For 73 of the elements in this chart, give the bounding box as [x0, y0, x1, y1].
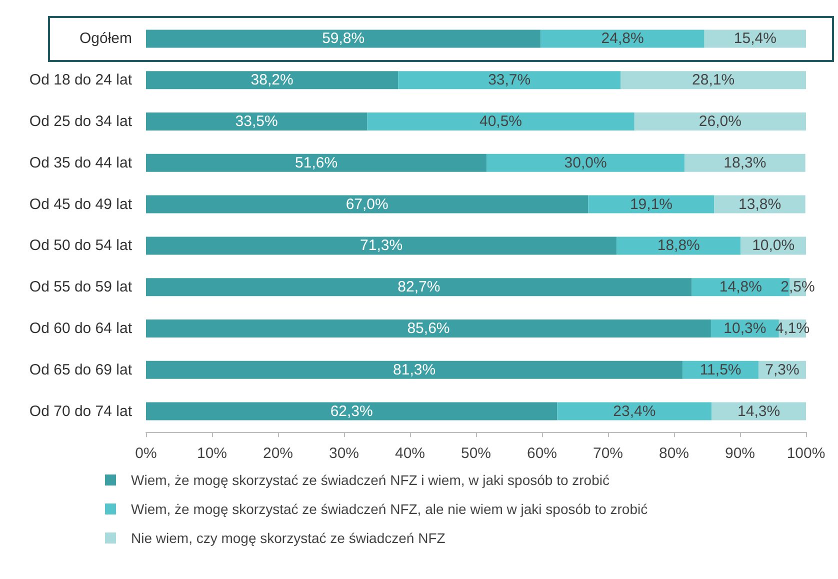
data-label: 14,8% [719, 278, 762, 296]
bar [557, 402, 712, 420]
data-label: 30,0% [564, 154, 607, 172]
bar [540, 30, 704, 48]
y-tick-label: Od 50 do 54 lat [29, 237, 133, 254]
data-label: 81,3% [393, 361, 436, 378]
bar [616, 236, 741, 255]
x-tick-label: 60% [526, 445, 558, 462]
y-tick-label: Od 70 do 74 lat [29, 402, 133, 420]
x-tick-label: 80% [658, 445, 690, 462]
data-label: 59,8% [322, 30, 365, 48]
legend-label: Nie wiem, czy mogę skorzystać ze świadczeń NFZ [131, 530, 446, 546]
data-label: 18,3% [724, 154, 766, 172]
data-label: 18,8% [657, 237, 700, 254]
bar [634, 112, 806, 130]
y-tick-label: Ogółem [79, 30, 132, 48]
data-label: 26,0% [698, 113, 742, 130]
data-label: 15,4% [734, 30, 776, 48]
x-tick-label: 0% [135, 445, 157, 462]
bar [684, 154, 806, 172]
x-tick-label: 100% [786, 445, 826, 462]
data-label: 85,6% [407, 320, 450, 337]
data-label: 71,3% [360, 237, 403, 254]
y-tick-label: Od 60 do 64 lat [29, 320, 133, 337]
data-label: 11,5% [700, 361, 742, 378]
bar [146, 360, 683, 379]
bar [704, 30, 806, 48]
bar [146, 195, 588, 214]
data-label: 28,1% [692, 72, 735, 89]
x-tick-label: 90% [724, 445, 756, 462]
x-tick-label: 40% [394, 445, 426, 462]
legend-label: Wiem, że mogę skorzystać ze świadczeń NFZ i wiem, w jaki sposób to zrobić [131, 472, 610, 488]
data-label: 10,3% [724, 320, 766, 337]
bar [486, 154, 685, 172]
y-tick-label: Od 35 do 44 lat [29, 154, 133, 172]
bar [367, 112, 634, 130]
x-tick-label: 30% [328, 445, 360, 462]
data-label: 67,0% [346, 196, 388, 213]
data-label: 24,8% [601, 30, 644, 48]
data-label: 40,5% [479, 113, 522, 130]
x-tick-label: 70% [592, 445, 624, 462]
bar [620, 71, 806, 90]
data-label: 33,5% [235, 113, 278, 130]
y-tick-label: Od 65 do 69 lat [29, 361, 133, 378]
bar [146, 71, 398, 90]
y-tick-label: Od 25 do 34 lat [29, 113, 133, 130]
bar [588, 195, 714, 214]
x-tick-label: 50% [460, 445, 492, 462]
bar [146, 112, 368, 130]
data-label: 33,7% [488, 72, 531, 89]
bar [146, 320, 711, 338]
data-label: 10,0% [752, 237, 795, 254]
x-tick-label: 20% [262, 445, 294, 462]
data-label: 19,1% [630, 196, 673, 213]
data-label: 7,3% [765, 361, 800, 378]
bar [398, 71, 621, 90]
data-label: 38,2% [250, 72, 294, 89]
data-label: 23,4% [613, 402, 656, 420]
data-label: 62,3% [330, 402, 373, 420]
y-tick-label: Od 45 do 49 lat [29, 196, 133, 213]
data-label: 82,7% [398, 278, 440, 296]
bar [146, 236, 617, 255]
x-tick-label: 10% [196, 445, 228, 462]
bar [146, 402, 558, 420]
bar [146, 278, 692, 296]
bar [146, 154, 487, 172]
data-label: 51,6% [295, 154, 338, 172]
data-label: 14,3% [738, 402, 780, 420]
bar [146, 30, 541, 48]
y-tick-label: Od 55 do 59 lat [29, 278, 133, 296]
data-label: 13,8% [738, 196, 782, 213]
y-tick-label: Od 18 do 24 lat [29, 72, 133, 89]
legend-label: Wiem, że mogę skorzystać ze świadczeń NFZ, ale nie wiem w jaki sposób to zrobić [131, 501, 648, 517]
